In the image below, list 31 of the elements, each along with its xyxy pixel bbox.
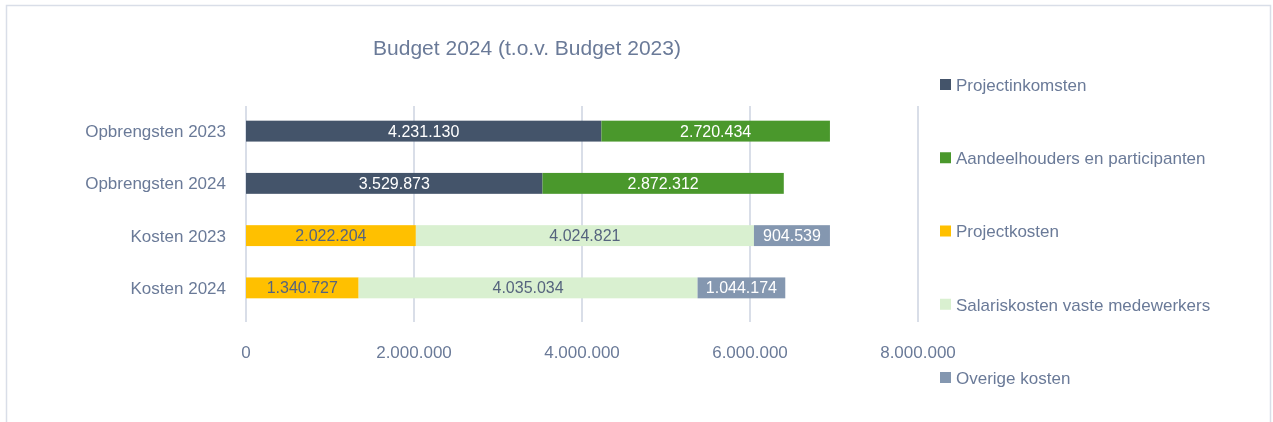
legend-label: Overige kosten bbox=[956, 368, 1071, 388]
bar bbox=[246, 120, 602, 142]
x-tick-label: 2.000.000 bbox=[376, 342, 452, 362]
data-label: 3.529.873 bbox=[358, 174, 430, 192]
data-label: 2.022.204 bbox=[295, 227, 367, 245]
chart-title: Budget 2024 (t.o.v. Budget 2023) bbox=[373, 36, 681, 60]
bar bbox=[542, 172, 784, 194]
data-label: 904.539 bbox=[763, 227, 821, 245]
x-tick-label: 8.000.000 bbox=[880, 342, 956, 362]
data-label: 1.044.174 bbox=[705, 279, 778, 297]
data-label: 4.231.130 bbox=[388, 122, 460, 140]
y-tick-label: Kosten 2023 bbox=[130, 226, 226, 246]
x-tick-label: 0 bbox=[241, 342, 251, 362]
data-label: 2.720.434 bbox=[680, 122, 752, 140]
legend-label: Projectinkomsten bbox=[956, 75, 1087, 95]
y-tick-label: Opbrengsten 2024 bbox=[85, 174, 226, 194]
bar bbox=[358, 277, 698, 299]
data-label: 2.872.312 bbox=[627, 174, 699, 192]
bar bbox=[601, 120, 830, 142]
legend-label: Aandeelhouders en participanten bbox=[956, 149, 1206, 169]
data-label: 4.035.034 bbox=[492, 279, 564, 297]
data-label: 1.340.727 bbox=[266, 279, 338, 297]
bar bbox=[415, 225, 754, 247]
legend-label: Salariskosten vaste medewerkers bbox=[956, 295, 1211, 315]
x-tick-label: 6.000.000 bbox=[712, 342, 788, 362]
y-tick-label: Kosten 2024 bbox=[130, 278, 226, 298]
bar bbox=[246, 172, 543, 194]
x-tick-label: 4.000.000 bbox=[544, 342, 620, 362]
y-tick-label: Opbrengsten 2023 bbox=[85, 122, 226, 142]
legend-label: Projectkosten bbox=[956, 222, 1059, 242]
data-label: 4.024.821 bbox=[549, 227, 621, 245]
